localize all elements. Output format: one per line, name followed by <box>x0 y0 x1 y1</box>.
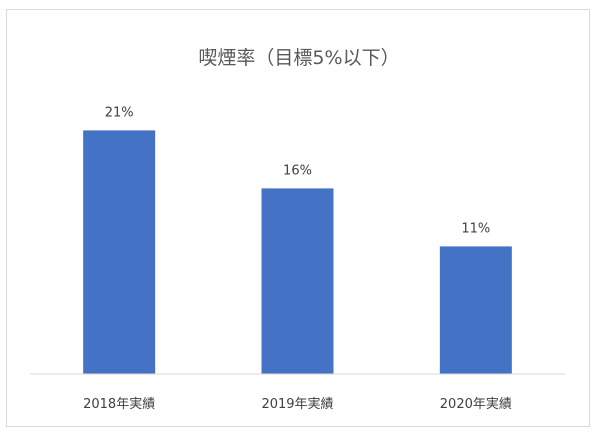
bars-group <box>83 130 512 374</box>
data-label-2: 16% <box>283 163 312 178</box>
data-label-1: 21% <box>105 105 134 120</box>
bar-2 <box>261 188 334 374</box>
bar-1 <box>83 130 156 374</box>
chart-title: 喫煙率（目標5%以下） <box>198 47 399 69</box>
data-label-3: 11% <box>461 221 490 236</box>
x-tick-labels-group: 2018年実績 2019年実績 2020年実績 <box>83 396 512 412</box>
bar-3 <box>439 246 512 374</box>
data-labels-group: 21% 16% 11% <box>105 105 491 236</box>
x-tick-label-3: 2020年実績 <box>440 396 512 412</box>
x-tick-label-2: 2019年実績 <box>261 396 333 412</box>
x-tick-label-1: 2018年実績 <box>83 396 155 412</box>
